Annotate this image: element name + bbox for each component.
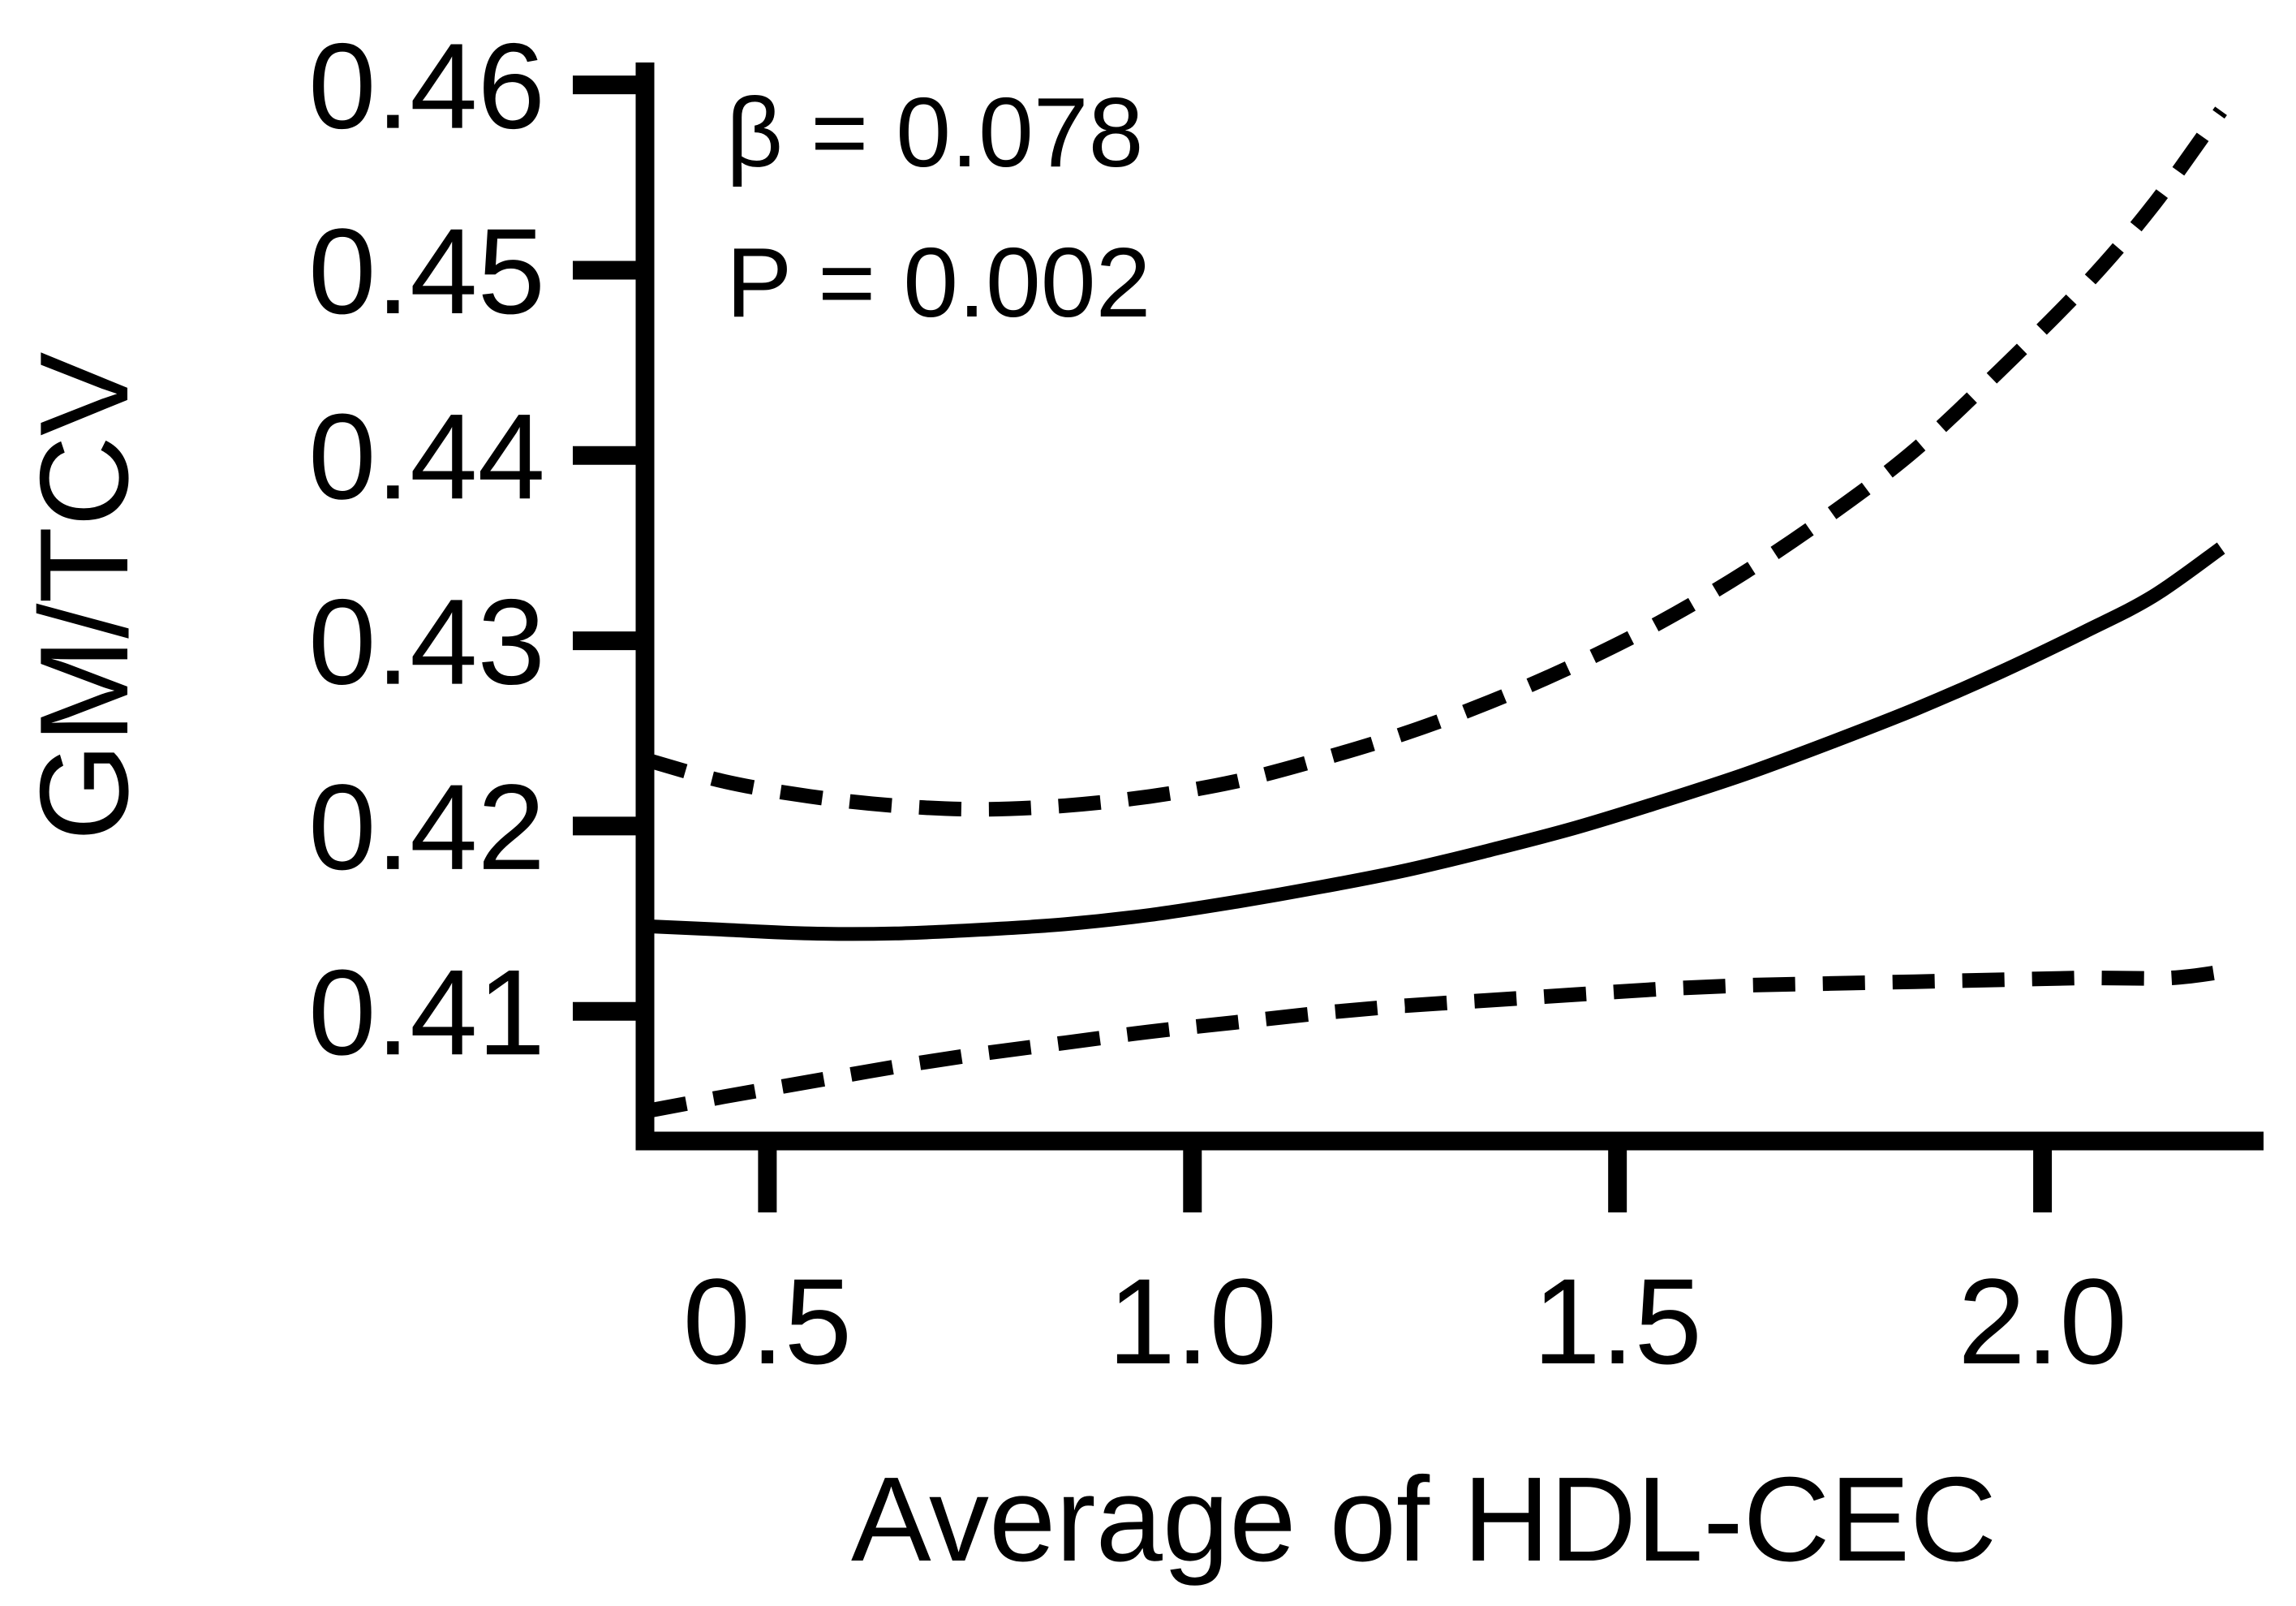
x-tick-label: 0.5 xyxy=(683,1253,853,1389)
x-axis-title: Average of HDL-CEC xyxy=(851,1453,1997,1587)
y-tick-label: 0.43 xyxy=(308,574,545,710)
ci-lower-curve xyxy=(643,963,2231,1119)
y-tick-label: 0.46 xyxy=(308,18,545,154)
y-tick-label: 0.41 xyxy=(308,944,545,1080)
x-tick-label: 1.5 xyxy=(1533,1253,1702,1389)
curves xyxy=(643,106,2231,1119)
annotation-pvalue: P = 0.002 xyxy=(726,227,1151,338)
x-ticks: 0.5 1.0 1.5 2.0 xyxy=(683,1141,2127,1389)
y-axis-title: GM/TCV xyxy=(14,352,154,842)
y-tick-label: 0.45 xyxy=(308,203,545,339)
y-tick-label: 0.44 xyxy=(308,388,545,524)
y-ticks: 0.46 0.45 0.44 0.43 0.42 0.41 xyxy=(308,18,645,1080)
fit-curve xyxy=(644,542,2225,941)
x-tick-label: 2.0 xyxy=(1958,1253,2127,1389)
annotation-beta: β = 0.078 xyxy=(726,77,1144,187)
axes xyxy=(635,62,2264,1151)
y-tick-label: 0.42 xyxy=(308,759,545,895)
ci-upper-curve xyxy=(643,106,2227,817)
x-tick-label: 1.0 xyxy=(1108,1253,1278,1389)
